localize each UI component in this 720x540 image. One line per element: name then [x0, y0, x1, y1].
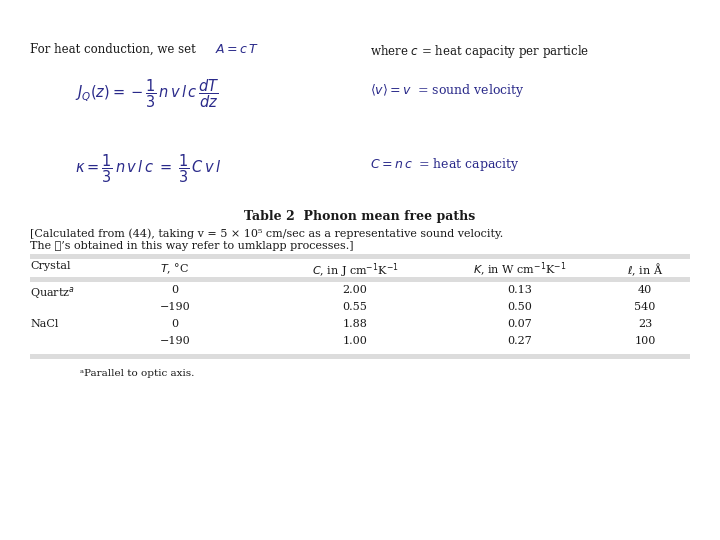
Text: 0.55: 0.55: [343, 302, 367, 312]
Text: where $c$ = heat capacity per particle: where $c$ = heat capacity per particle: [370, 43, 590, 60]
Text: 40: 40: [638, 285, 652, 295]
Text: 1.88: 1.88: [343, 319, 367, 329]
Bar: [30, 276, 690, 281]
Text: Quartz$^a$: Quartz$^a$: [30, 285, 75, 301]
Text: 0: 0: [171, 319, 179, 329]
Text: 0.13: 0.13: [508, 285, 532, 295]
Text: 100: 100: [634, 336, 656, 346]
Text: −190: −190: [160, 302, 190, 312]
Text: $A = c\,T$: $A = c\,T$: [215, 43, 259, 56]
Bar: [30, 253, 690, 259]
Text: 1.00: 1.00: [343, 336, 367, 346]
Text: $C$, in J cm$^{-1}$K$^{-1}$: $C$, in J cm$^{-1}$K$^{-1}$: [312, 261, 398, 280]
Bar: [30, 354, 690, 359]
Text: Table 2  Phonon mean free paths: Table 2 Phonon mean free paths: [244, 210, 476, 223]
Text: $\ell$, in Å: $\ell$, in Å: [627, 261, 663, 278]
Text: NaCl: NaCl: [30, 319, 58, 329]
Text: $\langle v \rangle = v\;$ = sound velocity: $\langle v \rangle = v\;$ = sound veloci…: [370, 82, 525, 99]
Text: $K$, in W cm$^{-1}$K$^{-1}$: $K$, in W cm$^{-1}$K$^{-1}$: [473, 261, 567, 279]
Text: Crystal: Crystal: [30, 261, 71, 271]
Text: For heat conduction, we set: For heat conduction, we set: [30, 43, 196, 56]
Text: −190: −190: [160, 336, 190, 346]
Text: $J_Q(z) = -\dfrac{1}{3}\,n\,v\,l\,c\,\dfrac{dT}{dz}$: $J_Q(z) = -\dfrac{1}{3}\,n\,v\,l\,c\,\df…: [75, 77, 220, 110]
Text: 0.50: 0.50: [508, 302, 532, 312]
Text: 0: 0: [171, 285, 179, 295]
Text: 2.00: 2.00: [343, 285, 367, 295]
Text: $T$, °C: $T$, °C: [161, 261, 189, 275]
Text: ᵃParallel to optic axis.: ᵃParallel to optic axis.: [80, 369, 194, 378]
Text: 23: 23: [638, 319, 652, 329]
Text: 540: 540: [634, 302, 656, 312]
Text: The ℓ’s obtained in this way refer to umklapp processes.]: The ℓ’s obtained in this way refer to um…: [30, 241, 354, 251]
Text: [Calculated from (44), taking v = 5 × 10⁵ cm/sec as a representative sound veloc: [Calculated from (44), taking v = 5 × 10…: [30, 228, 503, 239]
Text: 0.07: 0.07: [508, 319, 532, 329]
Text: $C = n\,c\;$ = heat capacity: $C = n\,c\;$ = heat capacity: [370, 156, 520, 173]
Text: $\kappa = \dfrac{1}{3}\,n\,v\,l\,c \;=\; \dfrac{1}{3}\,C\,v\,l$: $\kappa = \dfrac{1}{3}\,n\,v\,l\,c \;=\;…: [75, 152, 221, 185]
Text: 0.27: 0.27: [508, 336, 532, 346]
